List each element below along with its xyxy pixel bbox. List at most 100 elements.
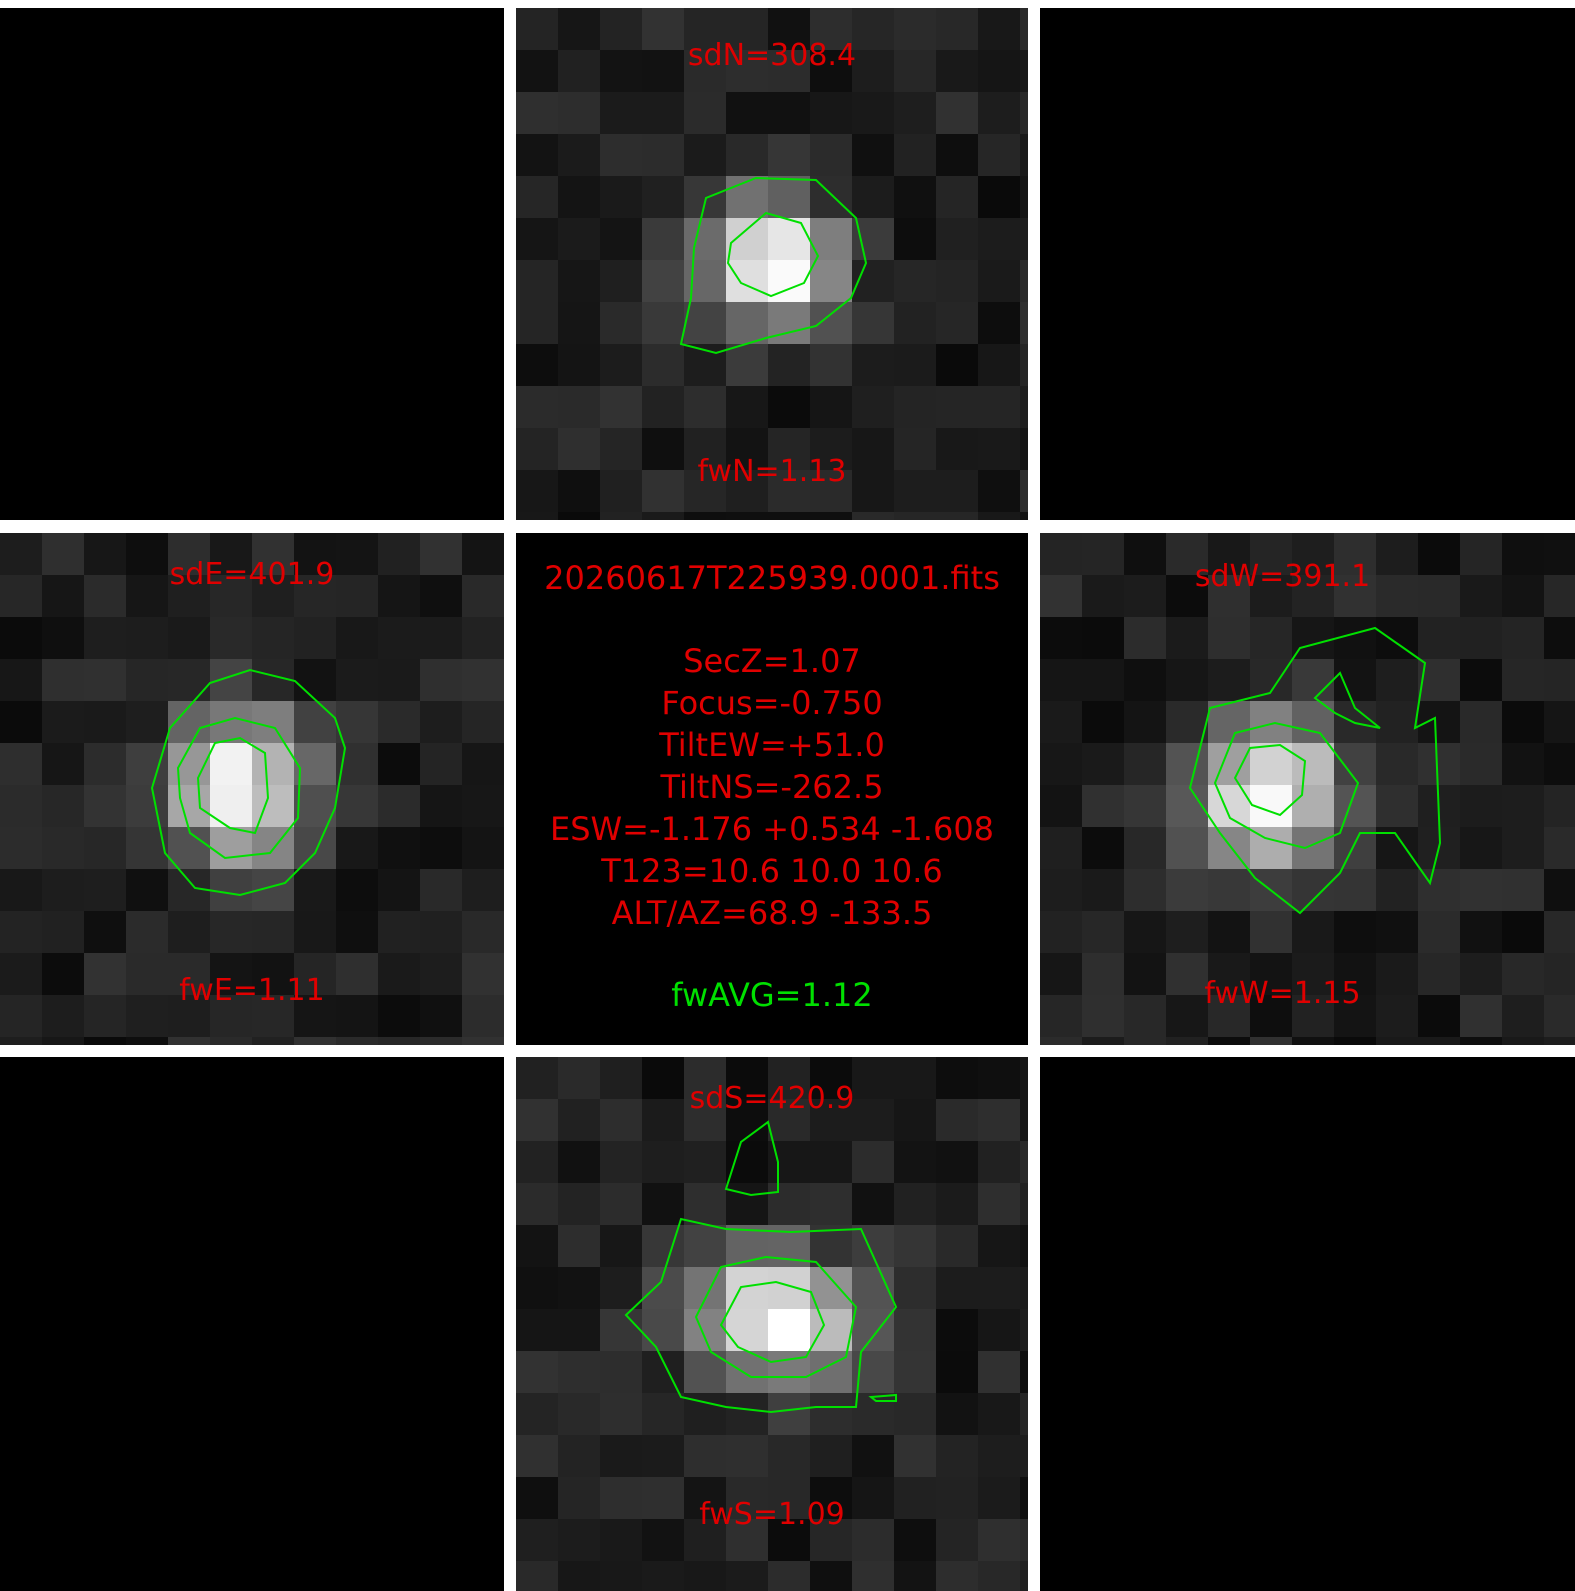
pixel-cell <box>978 1183 1020 1225</box>
pixel-cell <box>768 1435 810 1477</box>
pixel-cell <box>1334 659 1376 701</box>
pixel-cell <box>684 50 726 92</box>
pixel-cell <box>1334 533 1376 575</box>
pixel-cell <box>1292 617 1334 659</box>
pixel-cell <box>978 218 1020 260</box>
pixel-cell <box>642 512 684 520</box>
pixel-cell <box>978 386 1020 428</box>
contour-line <box>679 176 868 355</box>
pixel-cell <box>768 1183 810 1225</box>
pixel-cell <box>558 176 600 218</box>
pixel-cell <box>1544 827 1575 869</box>
pixel-cell <box>684 1435 726 1477</box>
pixel-cell <box>1418 911 1460 953</box>
pixel-cell <box>420 827 462 869</box>
pixel-cell <box>1376 533 1418 575</box>
pixel-cell <box>1460 575 1502 617</box>
pixel-cell <box>894 344 936 386</box>
pixel-cell <box>1418 953 1460 995</box>
pixel-cell <box>810 8 852 50</box>
pixel-cell <box>936 176 978 218</box>
star-panel-north: sdN=308.4 fwN=1.13 <box>516 8 1028 520</box>
pixel-cell <box>1020 1561 1028 1591</box>
pixel-cell <box>1376 869 1418 911</box>
pixel-cell <box>768 428 810 470</box>
pixel-cell <box>1544 743 1575 785</box>
pixel-cell <box>810 134 852 176</box>
pixel-cell <box>810 1393 852 1435</box>
info-panel: 20260617T225939.0001.fits SecZ=1.07 Focu… <box>516 533 1028 1045</box>
pixel-cell <box>126 701 168 743</box>
pixel-cell <box>1040 533 1082 575</box>
star-image-west <box>1040 533 1575 1045</box>
pixel-cell <box>768 218 810 260</box>
pixel-cell <box>852 1561 894 1591</box>
pixel-cell <box>936 1267 978 1309</box>
pixel-cell <box>0 869 42 911</box>
pixel-cell <box>1040 827 1082 869</box>
pixel-cell <box>1250 1037 1292 1045</box>
pixel-cell <box>0 953 42 995</box>
pixel-cell <box>936 344 978 386</box>
pixel-cell <box>684 1099 726 1141</box>
pixel-cell <box>1418 533 1460 575</box>
pixel-cell <box>1166 701 1208 743</box>
pixel-cell <box>378 1037 420 1045</box>
pixel-cell <box>1124 1037 1166 1045</box>
pixel-cell <box>42 533 84 575</box>
star-panel-west: sdW=391.1 fwW=1.15 <box>1040 533 1575 1045</box>
pixel-cell <box>558 470 600 512</box>
pixel-cell <box>84 617 126 659</box>
pixel-cell <box>0 785 42 827</box>
pixel-cell <box>852 218 894 260</box>
pixel-cell <box>1020 92 1028 134</box>
pixel-cell <box>1020 1267 1028 1309</box>
pixel-cell <box>978 512 1020 520</box>
pixel-cell <box>1124 659 1166 701</box>
pixel-cell <box>210 743 252 785</box>
pixel-cell <box>936 470 978 512</box>
pixel-cell <box>726 1435 768 1477</box>
pixel-cell <box>978 1309 1020 1351</box>
pixel-cell <box>936 1519 978 1561</box>
pixel-cell <box>684 1267 726 1309</box>
pixel-cell <box>768 470 810 512</box>
contour-line <box>724 1120 779 1197</box>
pixel-cell <box>1250 659 1292 701</box>
pixel-cell <box>42 911 84 953</box>
pixel-cell <box>1544 869 1575 911</box>
pixel-cell <box>1544 995 1575 1037</box>
pixel-cell <box>210 533 252 575</box>
pixel-cell <box>378 659 420 701</box>
pixel-cell <box>1208 911 1250 953</box>
pixel-cell <box>1292 575 1334 617</box>
pixel-cell <box>1460 785 1502 827</box>
pixel-cell <box>558 1393 600 1435</box>
pixel-cell <box>1292 659 1334 701</box>
pixel-cell <box>726 302 768 344</box>
pixel-cell <box>810 1057 852 1099</box>
pixel-cell <box>1040 995 1082 1037</box>
pixel-cell <box>462 953 504 995</box>
pixel-cell <box>1124 869 1166 911</box>
pixel-cell <box>600 218 642 260</box>
pixel-cell <box>936 1351 978 1393</box>
pixel-cell <box>600 1351 642 1393</box>
pixel-cell <box>558 1141 600 1183</box>
pixel-cell <box>516 1435 558 1477</box>
pixel-cell <box>168 911 210 953</box>
pixel-cell <box>768 1561 810 1591</box>
pixel-cell <box>1544 575 1575 617</box>
pixel-cell <box>642 1435 684 1477</box>
pixel-cell <box>252 911 294 953</box>
pixel-cell <box>1020 512 1028 520</box>
pixel-cell <box>852 134 894 176</box>
pixel-cell <box>684 176 726 218</box>
contour-line <box>719 1280 826 1364</box>
pixel-cell <box>1502 827 1544 869</box>
pixel-cell <box>810 470 852 512</box>
pixel-cell <box>768 1393 810 1435</box>
pixel-cell <box>336 659 378 701</box>
pixel-cell <box>852 1057 894 1099</box>
pixel-cell <box>600 1519 642 1561</box>
